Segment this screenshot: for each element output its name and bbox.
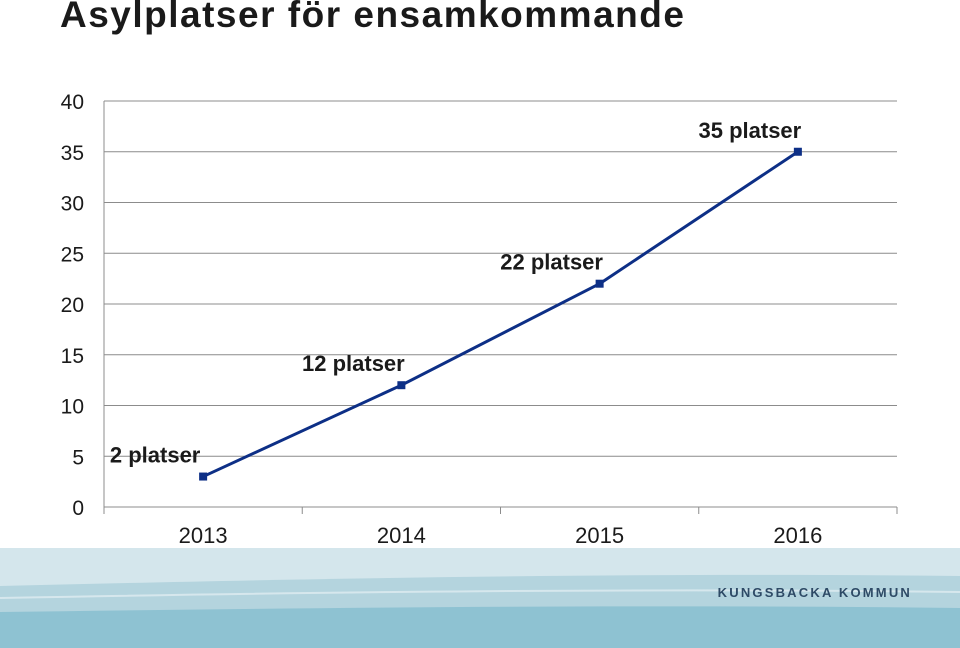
series-line <box>202 150 799 478</box>
footer-wave-band <box>0 548 960 648</box>
y-tick-label: 15 <box>61 345 84 368</box>
gridlines <box>104 100 897 457</box>
data-point-marker <box>397 381 406 390</box>
data-point-marker <box>793 147 802 156</box>
y-tick-label: 5 <box>72 446 84 469</box>
footer-wave-line <box>0 589 960 599</box>
x-tick-label: 2016 <box>773 523 822 548</box>
footer-band-dark <box>0 606 960 648</box>
y-tick-label: 25 <box>61 243 84 266</box>
series <box>199 147 802 481</box>
data-label: 35 platser <box>699 118 802 143</box>
chart-title: Asylplatser för ensamkommande <box>60 0 686 35</box>
y-tick-label: 30 <box>61 193 84 216</box>
y-tick-label: 0 <box>72 497 84 520</box>
data-label: 22 platser <box>500 250 603 275</box>
data-point-marker <box>595 279 604 288</box>
x-tick-label: 2013 <box>179 523 228 548</box>
data-labels: 2 platser 12 platser 22 platser 35 platser <box>110 118 802 468</box>
y-tick-label: 40 <box>61 91 84 114</box>
data-label: 12 platser <box>302 351 405 376</box>
axes <box>103 101 898 514</box>
y-tick-label: 20 <box>61 294 84 317</box>
x-tick-label: 2014 <box>377 523 426 548</box>
x-tick-labels: 2013 2014 2015 2016 <box>179 523 823 548</box>
data-label: 2 platser <box>110 443 201 468</box>
line-chart: 0 5 10 15 20 25 30 35 40 2013 2014 2015 2016 2 plat… <box>61 91 898 548</box>
data-point-marker <box>199 472 208 481</box>
brand-logo-text: KUNGSBACKA KOMMUN <box>717 585 912 600</box>
x-tick-label: 2015 <box>575 523 624 548</box>
y-tick-label: 10 <box>61 396 84 419</box>
y-tick-label: 35 <box>61 142 84 165</box>
y-tick-labels: 0 5 10 15 20 25 30 35 40 <box>61 91 84 520</box>
